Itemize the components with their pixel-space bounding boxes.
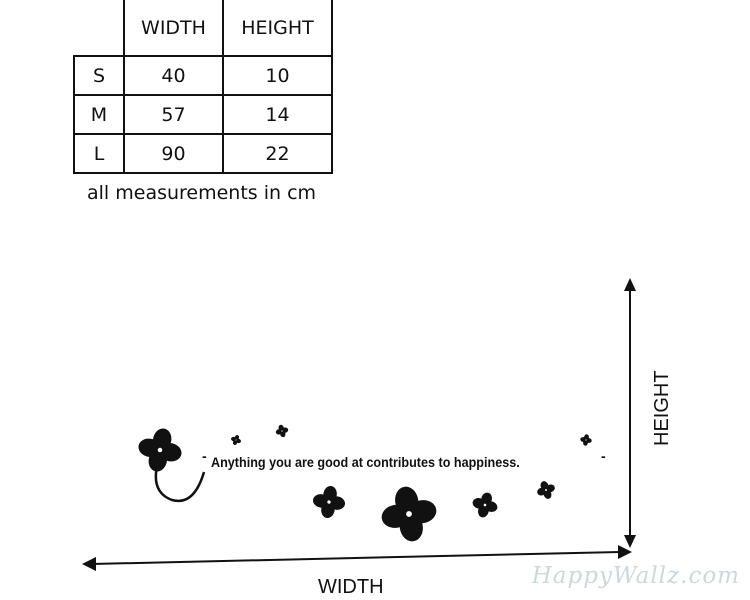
clover-stem-icon	[154, 461, 206, 503]
table-row: L 90 22	[73, 133, 333, 174]
height-column-header: HEIGHT	[222, 0, 333, 57]
quote-dash-left: -	[202, 448, 207, 464]
tiny-clover-icon	[229, 433, 243, 447]
clover-decals	[134, 423, 593, 546]
quote-dash-right: -	[601, 448, 606, 464]
width-cell: 90	[123, 133, 224, 174]
clover-icon	[310, 483, 348, 521]
size-cell: S	[73, 55, 125, 96]
height-label: HEIGHT	[651, 370, 673, 446]
width-label: WIDTH	[318, 576, 384, 598]
small-clover-icon	[534, 478, 558, 502]
height-cell: 22	[222, 133, 333, 174]
clover-icon	[469, 489, 501, 521]
size-cell: M	[73, 94, 125, 135]
big-clover-icon	[377, 482, 441, 546]
tiny-clover-icon	[274, 423, 290, 439]
large-clover-icon	[134, 424, 186, 476]
decal-quote-text: Anything you are good at contributes to …	[211, 454, 520, 470]
table-row: S 40 10	[73, 55, 333, 96]
width-column-header: WIDTH	[123, 0, 224, 57]
width-dimension-arrow	[82, 545, 632, 571]
height-cell: 10	[222, 55, 333, 96]
size-cell: L	[73, 133, 125, 174]
size-chart-table: WIDTH HEIGHT S 40 10 M 57 14 L 90 22	[73, 0, 333, 174]
watermark: HappyWallz.com	[531, 563, 740, 589]
width-cell: 57	[123, 94, 224, 135]
table-row: M 57 14	[73, 94, 333, 135]
size-table-header-row: WIDTH HEIGHT	[74, 0, 333, 57]
height-cell: 14	[222, 94, 333, 135]
measurement-note: all measurements in cm	[87, 182, 317, 204]
width-cell: 40	[123, 55, 224, 96]
tiny-clover-icon	[579, 433, 593, 447]
height-dimension-arrow	[624, 278, 636, 548]
size-table-corner-cell	[74, 0, 125, 57]
